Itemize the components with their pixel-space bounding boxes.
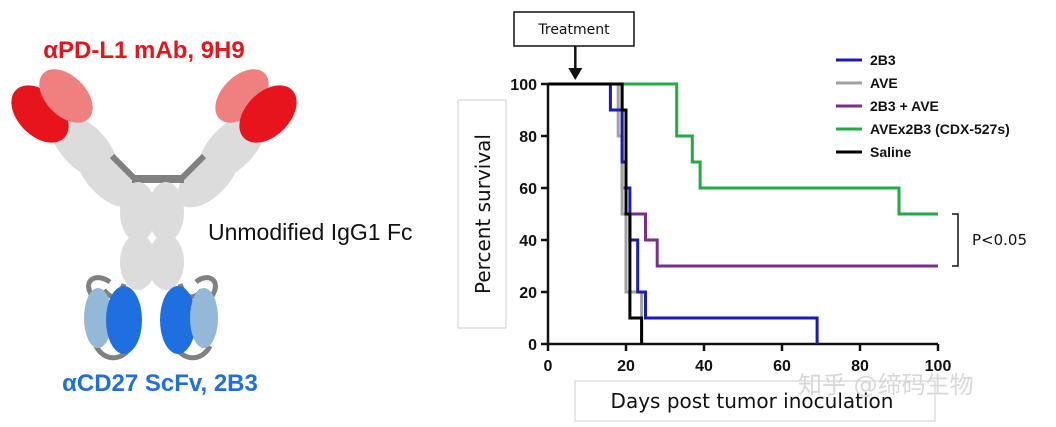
antibody-diagram: αPD-L1 mAb, 9H9 (11, 37, 413, 397)
watermark: 知乎 @缔码生物 (798, 371, 974, 399)
x-axis-title: Days post tumor inoculation (611, 389, 894, 413)
y-tick-label: 60 (519, 181, 537, 198)
significance-label: P<0.05 (972, 231, 1027, 249)
legend: 2B3 AVE 2B3 + AVE AVEx2B3 (CDX-527s) Saline (836, 52, 1010, 160)
y-tick-label: 40 (519, 233, 537, 250)
series-line-2b3 (548, 82, 819, 344)
top-label: αPD-L1 mAb, 9H9 (43, 37, 244, 64)
legend-label: 2B3 + AVE (870, 98, 939, 114)
legend-label: Saline (870, 144, 911, 160)
legend-label: 2B3 (870, 52, 896, 68)
x-tick-label: 20 (617, 358, 635, 375)
y-axis-title: Percent survival (471, 134, 495, 294)
right-scfv-vl (190, 288, 218, 348)
right-scfv-vh (160, 286, 196, 354)
right-light-chain-bottom (177, 146, 239, 208)
x-tick-label: 100 (925, 358, 952, 375)
legend-label: AVEx2B3 (CDX-527s) (870, 121, 1010, 137)
fc-ch2-right (148, 182, 184, 242)
y-tick-label: 0 (528, 337, 537, 354)
left-scfv-vl (84, 288, 112, 348)
treatment-label: Treatment (537, 22, 610, 38)
y-axis-title-box (457, 99, 507, 329)
significance-bracket (952, 213, 959, 267)
series-line-saline (548, 82, 644, 344)
x-tick-label: 80 (851, 358, 869, 375)
y-tick-label: 20 (519, 285, 537, 302)
legend-label: AVE (870, 75, 898, 91)
x-tick-label: 0 (544, 358, 553, 375)
treatment-box (513, 11, 635, 47)
left-vl-domain (39, 69, 93, 123)
left-light-chain-bottom (77, 146, 139, 208)
fc-ch3-left (120, 234, 156, 290)
x-axis-title-box (574, 380, 936, 422)
fc-label: Unmodified IgG1 Fc (208, 219, 413, 245)
fc-ch2-left (120, 182, 156, 242)
y-tick-label: 100 (510, 77, 537, 94)
series-line-avex2b3-cdx-527s (548, 82, 938, 216)
y-tick-label: 80 (519, 129, 537, 146)
x-tick-label: 60 (773, 358, 791, 375)
bottom-label: αCD27 ScFv, 2B3 (62, 370, 258, 397)
series-group (548, 82, 938, 344)
left-scfv-vh (106, 286, 142, 354)
axes: 0 20 40 60 80 100 0 20 40 60 80 100 (510, 77, 951, 375)
survival-chart: Treatment Percent survival Days post tum… (457, 11, 1027, 422)
x-tick-label: 40 (695, 358, 713, 375)
fc-ch3-right (148, 234, 184, 290)
right-vh-domain (239, 85, 297, 143)
treatment-arrowhead (568, 68, 583, 80)
